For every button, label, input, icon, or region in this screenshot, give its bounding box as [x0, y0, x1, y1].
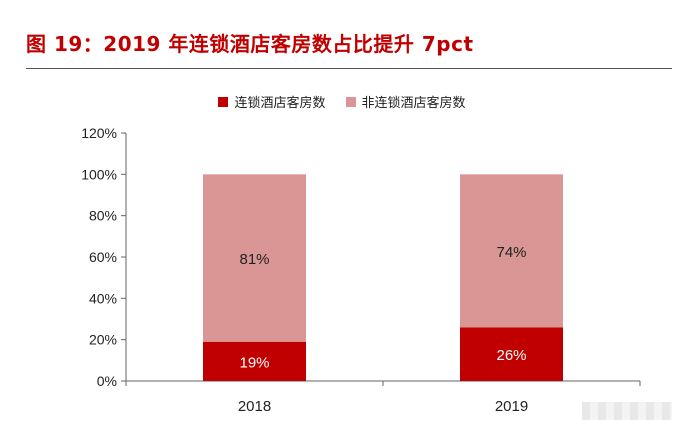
bar-segment-nonchain	[460, 174, 563, 328]
data-label: 19%	[239, 354, 269, 371]
legend-swatch-chain	[218, 96, 229, 107]
x-tick-label: 2019	[495, 398, 528, 415]
legend-swatch-nonchain	[345, 96, 356, 107]
x-tick-label: 2018	[238, 398, 271, 415]
legend-label-chain: 连锁酒店客房数	[234, 96, 326, 111]
legend-item-nonchain: 非连锁酒店客房数	[345, 92, 466, 111]
data-label: 26%	[496, 347, 526, 364]
bar-segment-nonchain	[203, 174, 306, 342]
data-label: 81%	[239, 251, 269, 268]
y-tick-label: 120%	[81, 125, 117, 141]
legend-label-nonchain: 非连锁酒店客房数	[361, 96, 466, 111]
chart-title: 图 19：2019 年连锁酒店客房数占比提升 7pct	[26, 32, 474, 56]
y-tick-label: 80%	[89, 208, 117, 224]
bar-segment-chain	[203, 341, 306, 381]
y-tick-label: 0%	[97, 373, 117, 389]
y-tick-label: 40%	[89, 290, 117, 306]
bar-segment-chain	[460, 327, 563, 381]
y-tick-label: 20%	[89, 332, 117, 348]
y-tick-label: 60%	[89, 249, 117, 265]
data-label: 74%	[496, 244, 526, 261]
legend-item-chain: 连锁酒店客房数	[218, 92, 326, 111]
legend: 连锁酒店客房数 非连锁酒店客房数	[0, 92, 684, 111]
title-divider	[26, 68, 672, 69]
watermark	[582, 402, 672, 420]
y-tick-label: 100%	[81, 166, 117, 182]
